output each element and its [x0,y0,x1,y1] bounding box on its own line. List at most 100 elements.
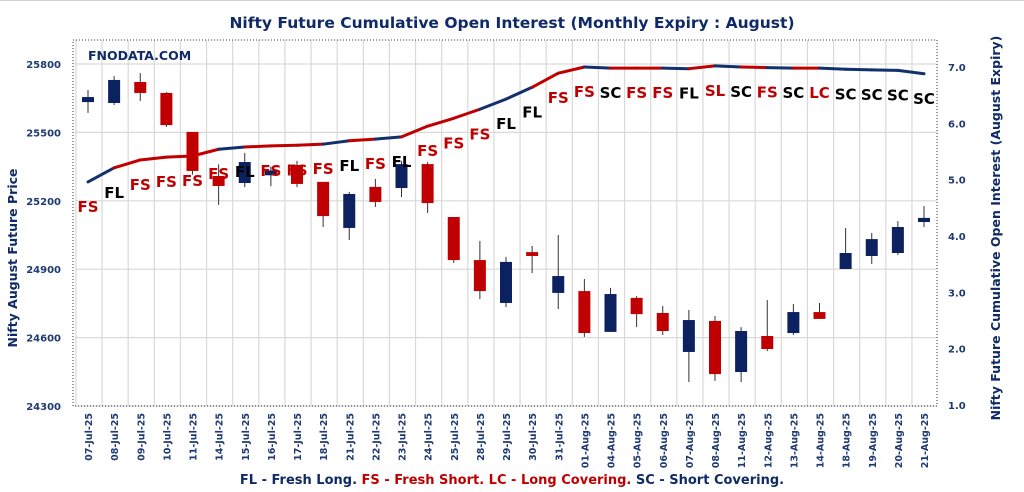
candle-body [212,175,225,186]
candle-body [813,312,826,319]
candle [500,256,512,308]
oi-line-segment [243,144,273,149]
x-tick-label: 07-Jul-25 [84,413,95,461]
candle [291,160,303,188]
candle-body [317,181,330,217]
oi-line [86,64,926,184]
x-tick-label: 11-Aug-25 [737,413,748,468]
oi-line-segment [896,68,926,76]
activity-label: FS [417,142,438,160]
right-tick-label: 1.0 [948,401,966,412]
candle-body [891,227,904,254]
activity-label: FL [496,115,516,133]
oi-line-segment [269,143,299,148]
oi-line-segment [582,65,612,70]
candle [160,92,173,127]
candle-body [578,291,591,334]
x-tick-label: 13-Aug-25 [789,413,800,468]
candle-body [82,97,94,103]
x-tick-label: 28-Jul-25 [476,413,487,461]
candle-body [238,162,251,184]
candle-body [630,297,643,315]
right-tick-label: 4.0 [948,232,966,243]
x-tick-label: 19-Aug-25 [868,413,879,468]
x-tick-label: 07-Aug-25 [685,413,696,468]
candle [787,304,800,336]
candle [212,164,225,205]
candle [134,73,147,101]
activity-label: SC [913,90,935,108]
activity-label: FS [652,84,673,102]
x-tick-label: 22-Jul-25 [371,413,382,461]
activity-label: FS [626,84,647,102]
oi-line-segment [426,116,456,128]
candle-body [656,312,669,331]
watermark: FNODATA.COM [88,48,191,63]
candle [735,327,748,383]
candle-body [160,92,173,126]
activity-label: FL [104,184,124,202]
left-tick-label: 24900 [26,265,61,276]
candle-body [839,253,852,269]
candle [682,310,695,383]
activity-label: FS [208,165,229,183]
x-tick-label: 21-Aug-25 [920,413,931,468]
activity-label: FL [392,153,412,171]
x-tick-label: 31-Jul-25 [554,413,565,461]
x-tick-label: 16-Jul-25 [267,413,278,461]
x-tick-label: 25-Jul-25 [450,413,461,461]
legend-short-covering: SC - Short Covering. [636,473,784,488]
x-tick-label: 23-Jul-25 [398,413,409,461]
candle-body [447,216,460,261]
candle [238,152,251,188]
left-tick-label: 24300 [26,402,61,413]
activity-label: FS [182,172,203,190]
oi-line-segment [191,147,221,158]
x-tick-label: 11-Jul-25 [189,413,200,461]
x-tick-label: 15-Jul-25 [241,413,252,461]
oi-line-segment [400,124,430,139]
activity-label: FS [443,134,464,152]
oi-line-segment [713,64,743,69]
candle [578,279,591,337]
left-tick-label: 25200 [26,197,61,208]
left-tick-label: 25500 [26,128,61,139]
candle-body [291,165,303,184]
x-tick-label: 24-Jul-25 [424,413,435,461]
oi-line-segment [870,68,900,72]
right-tick-label: 6.0 [948,119,966,130]
x-tick-label: 05-Aug-25 [633,413,644,468]
candle-body [264,170,277,176]
chart-title: Nifty Future Cumulative Open Interest (M… [229,14,794,32]
plot-border [72,39,938,407]
oi-line-segment [373,135,403,141]
oi-line-segment [765,66,795,70]
candle-body [395,164,408,189]
oi-line-segment [164,154,194,159]
activity-label: SC [861,86,883,104]
activity-label: FS [286,161,307,179]
activity-label: FS [548,89,569,107]
left-axis: 25800 25500 25200 24900 24600 24300 [26,60,61,413]
oi-line-segment [556,65,586,75]
oi-line-segment [138,155,168,162]
activity-label: FL [522,103,542,121]
activity-label: FS [757,84,778,102]
candle-body [526,252,539,256]
candle-body [552,276,565,293]
candle [630,296,643,328]
oi-line-segment [478,97,508,111]
activity-label: FL [235,163,255,181]
x-tick-label: 17-Jul-25 [293,413,304,461]
oi-line-segment [739,65,769,70]
legend-fresh-short-long-covering: FS - Fresh Short. LC - Long Covering. [362,473,632,488]
right-tick-label: 2.0 [948,345,966,356]
x-tick-label: 21-Jul-25 [345,413,356,461]
x-tick-label: 18-Jul-25 [319,413,330,461]
candle-body [186,131,199,171]
candle-body [865,239,878,256]
oi-line-segment [504,85,534,101]
left-tick-label: 24600 [26,334,61,345]
oi-line-segment [530,71,560,89]
